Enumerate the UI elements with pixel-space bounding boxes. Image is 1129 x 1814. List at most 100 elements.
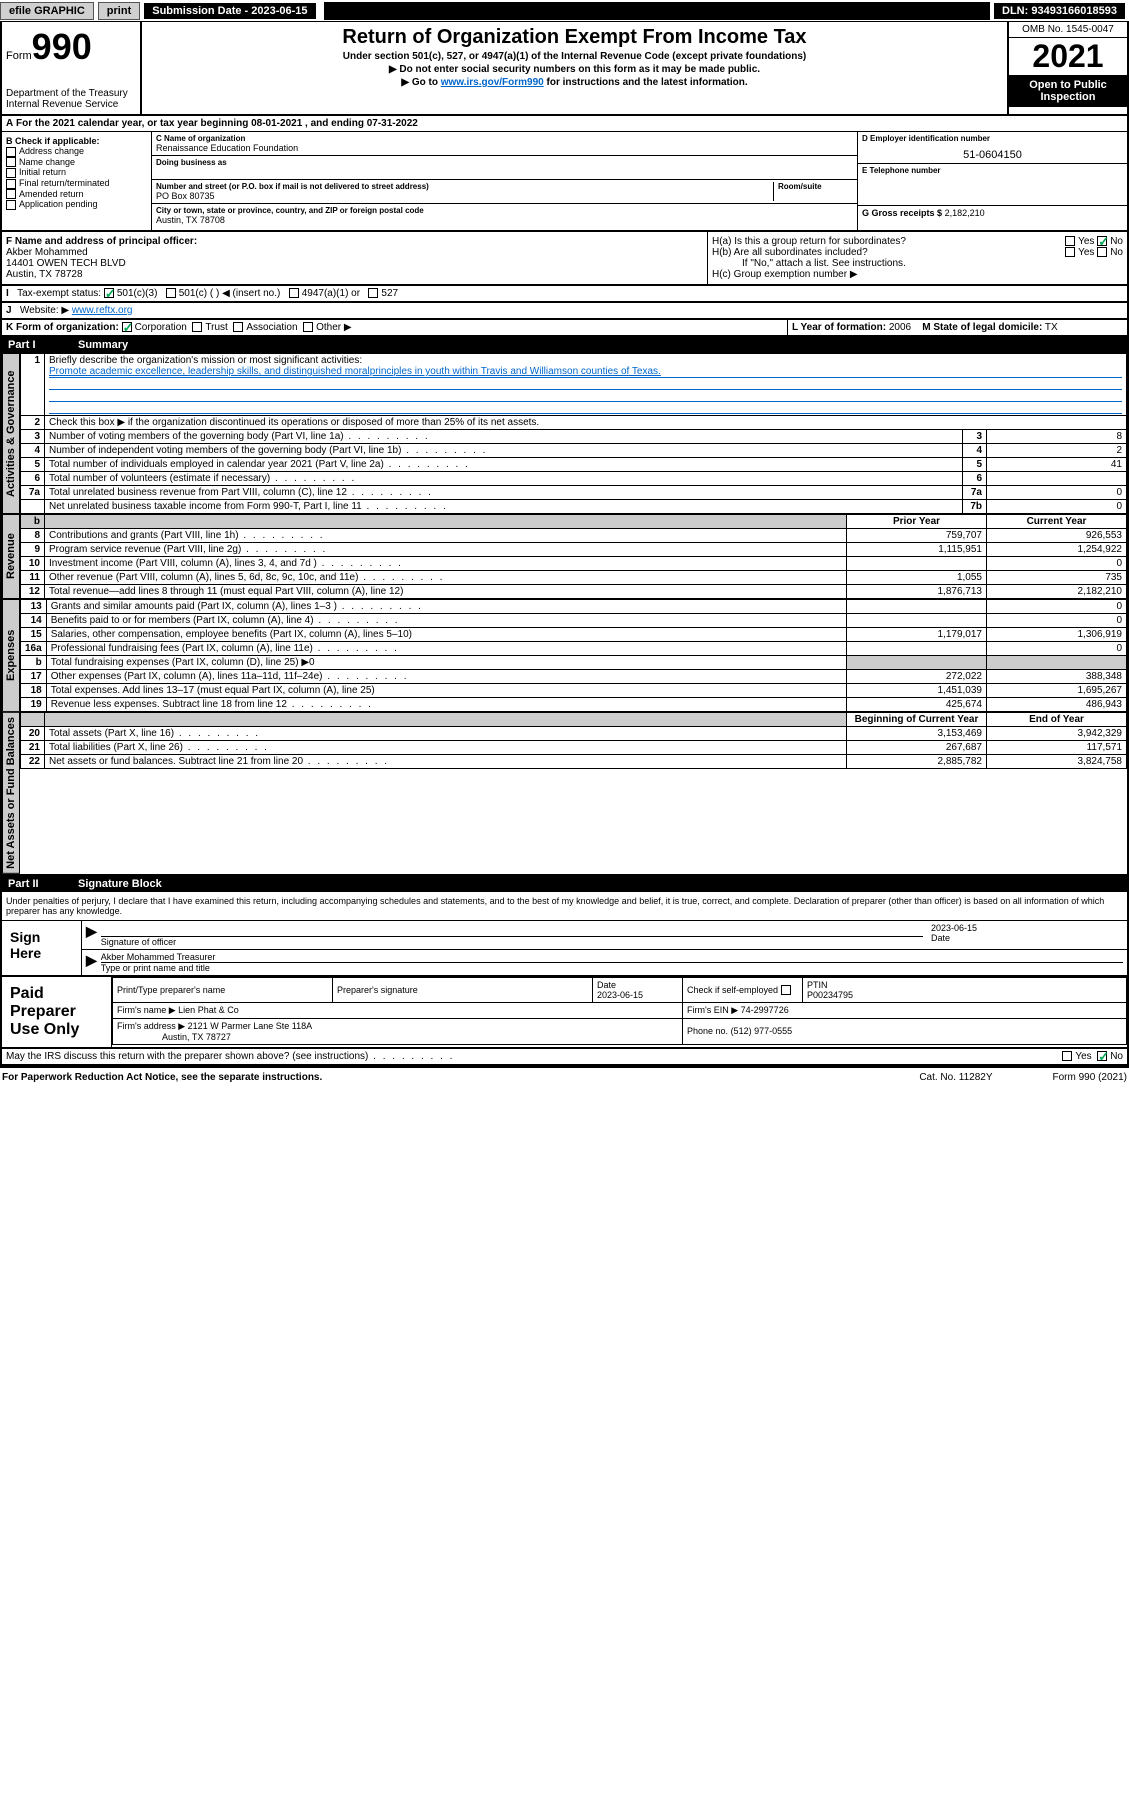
curr-val: 0 xyxy=(987,614,1127,628)
form990-link[interactable]: www.irs.gov/Form990 xyxy=(441,77,544,88)
ptin-value: P00234795 xyxy=(807,990,853,1000)
table-row: 19Revenue less expenses. Subtract line 1… xyxy=(21,698,1127,712)
exp-section-label: Expenses xyxy=(2,599,20,712)
cb-amended[interactable] xyxy=(6,189,16,199)
opt-initial-return: Initial return xyxy=(19,167,66,177)
curr-val: 1,695,267 xyxy=(987,684,1127,698)
row-i: I Tax-exempt status: 501(c)(3) 501(c) ( … xyxy=(0,286,1129,303)
cb-527[interactable] xyxy=(368,288,378,298)
prior-val: 1,055 xyxy=(847,571,987,585)
cb-name-change[interactable] xyxy=(6,157,16,167)
row-text: Number of voting members of the governin… xyxy=(49,431,430,442)
room-label: Room/suite xyxy=(778,182,853,191)
cb-irs-yes[interactable] xyxy=(1062,1051,1072,1061)
row-text: Investment income (Part VIII, column (A)… xyxy=(49,558,403,569)
cb-address-change[interactable] xyxy=(6,147,16,157)
part1-header: Part I Summary xyxy=(0,337,1129,353)
firm-addr2: Austin, TX 78727 xyxy=(162,1032,231,1042)
ein-value: 51-0604150 xyxy=(862,143,1123,161)
table-row: 22Net assets or fund balances. Subtract … xyxy=(21,755,1127,769)
prior-val: 1,876,713 xyxy=(847,585,987,599)
cb-ha-no[interactable] xyxy=(1097,236,1107,246)
no-3: No xyxy=(1110,1051,1123,1062)
officer-addr2: Austin, TX 78728 xyxy=(6,269,703,280)
row-text: Net assets or fund balances. Subtract li… xyxy=(49,756,389,767)
print-button[interactable]: print xyxy=(98,2,140,20)
opt-address-change: Address change xyxy=(19,146,84,156)
form-subtitle-a: Under section 501(c), 527, or 4947(a)(1)… xyxy=(146,51,1003,62)
cb-final-return[interactable] xyxy=(6,179,16,189)
curr-val: 0 xyxy=(987,557,1127,571)
row-text: Other expenses (Part IX, column (A), lin… xyxy=(51,671,409,682)
website-link[interactable]: www.reftx.org xyxy=(72,305,133,316)
omb-number: OMB No. 1545-0047 xyxy=(1009,22,1127,38)
c-name-label: C Name of organization xyxy=(156,134,853,143)
paid-preparer-label: Paid Preparer Use Only xyxy=(2,977,112,1047)
f-label: F Name and address of principal officer: xyxy=(6,236,703,247)
row-text: Total number of individuals employed in … xyxy=(49,459,470,470)
org-address: PO Box 80735 xyxy=(156,191,773,201)
part2-title: Signature Block xyxy=(78,878,162,890)
row-text: Benefits paid to or for members (Part IX… xyxy=(51,615,400,626)
cb-other[interactable] xyxy=(303,322,313,332)
table-row: 20Total assets (Part X, line 16)3,153,46… xyxy=(21,727,1127,741)
table-row: 8Contributions and grants (Part VIII, li… xyxy=(21,529,1127,543)
row-j: J Website: ▶ www.reftx.org xyxy=(0,303,1129,320)
cb-assoc[interactable] xyxy=(233,322,243,332)
cb-trust[interactable] xyxy=(192,322,202,332)
exp-block: Expenses 13Grants and similar amounts pa… xyxy=(0,599,1129,712)
row-val: 0 xyxy=(987,486,1127,500)
name-title-label: Type or print name and title xyxy=(101,963,210,973)
row-text: Total assets (Part X, line 16) xyxy=(49,728,260,739)
addr-label: Number and street (or P.O. box if mail i… xyxy=(156,182,773,191)
row-text: Contributions and grants (Part VIII, lin… xyxy=(49,530,325,541)
prior-val xyxy=(847,642,987,656)
open-public-badge: Open to Public Inspection xyxy=(1009,75,1127,107)
table-row: 4Number of independent voting members of… xyxy=(21,444,1127,458)
opt-corp: Corporation xyxy=(135,322,187,333)
cb-hb-no[interactable] xyxy=(1097,247,1107,257)
table-row: Net unrelated business taxable income fr… xyxy=(21,500,1127,514)
topbar-spacer xyxy=(324,2,990,20)
yes-3: Yes xyxy=(1075,1051,1091,1062)
beg-val: 267,687 xyxy=(847,741,987,755)
cb-corp[interactable] xyxy=(122,322,132,332)
curr-val: 2,182,210 xyxy=(987,585,1127,599)
no-1: No xyxy=(1110,236,1123,247)
tax-year-text: For the 2021 calendar year, or tax year … xyxy=(16,118,418,129)
prior-val: 425,674 xyxy=(847,698,987,712)
end-year-hdr: End of Year xyxy=(987,713,1127,727)
firm-addr-label: Firm's address ▶ xyxy=(117,1021,185,1031)
cb-501c[interactable] xyxy=(166,288,176,298)
opt-assoc: Association xyxy=(246,322,297,333)
sig-officer-label: Signature of officer xyxy=(101,937,176,947)
firm-name: Lien Phat & Co xyxy=(178,1005,239,1015)
cb-501c3[interactable] xyxy=(104,288,114,298)
form-number-big: 990 xyxy=(32,26,92,67)
opt-amended: Amended return xyxy=(19,189,84,199)
cb-hb-yes[interactable] xyxy=(1065,247,1075,257)
cb-ha-yes[interactable] xyxy=(1065,236,1075,246)
pra-notice: For Paperwork Reduction Act Notice, see … xyxy=(2,1072,919,1083)
cb-irs-no[interactable] xyxy=(1097,1051,1107,1061)
cb-app-pending[interactable] xyxy=(6,200,16,210)
check-if-applicable: B Check if applicable: Address change Na… xyxy=(2,132,152,230)
cb-4947[interactable] xyxy=(289,288,299,298)
opt-final-return: Final return/terminated xyxy=(19,178,110,188)
row-text: Revenue less expenses. Subtract line 18 … xyxy=(51,699,373,710)
org-info-block: B Check if applicable: Address change Na… xyxy=(0,132,1129,232)
prep-sig-label: Preparer's signature xyxy=(333,977,593,1002)
curr-val: 388,348 xyxy=(987,670,1127,684)
may-irs-text: May the IRS discuss this return with the… xyxy=(6,1051,454,1062)
check-self-label: Check if self-employed xyxy=(687,985,778,995)
curr-val: 1,254,922 xyxy=(987,543,1127,557)
row-text: Other revenue (Part VIII, column (A), li… xyxy=(49,572,444,583)
row-text: Total expenses. Add lines 13–17 (must eq… xyxy=(51,685,375,696)
cb-initial-return[interactable] xyxy=(6,168,16,178)
opt-501c: 501(c) ( ) ◀ (insert no.) xyxy=(179,288,281,299)
cb-self-employed[interactable] xyxy=(781,985,791,995)
table-row: 14Benefits paid to or for members (Part … xyxy=(21,614,1127,628)
opt-4947: 4947(a)(1) or xyxy=(302,288,360,299)
ein-label: D Employer identification number xyxy=(862,134,1123,143)
prior-val xyxy=(847,557,987,571)
